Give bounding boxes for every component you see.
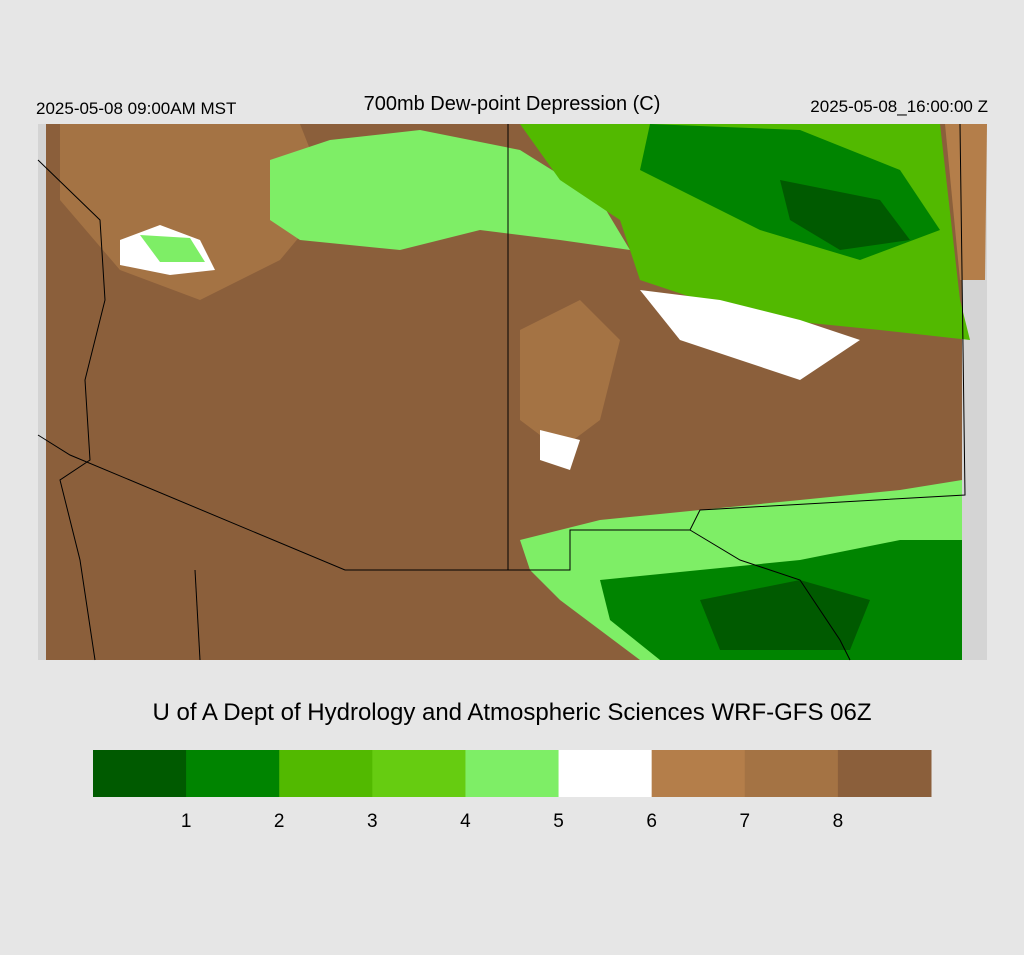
- color-swatch: [279, 750, 373, 797]
- field-region: [540, 430, 580, 470]
- color-swatch: [837, 750, 932, 797]
- field-region: [700, 580, 870, 650]
- field-region: [520, 300, 620, 450]
- field-region: [640, 290, 860, 380]
- colorbar-label: 2: [274, 811, 285, 832]
- colorbar: 1 2 3 4 5 6 7 8: [93, 750, 932, 832]
- valid-time-utc: 2025-05-08_16:00:00 Z: [810, 97, 988, 116]
- field-region: [780, 180, 910, 250]
- field-region: [140, 235, 205, 262]
- color-swatch: [186, 750, 280, 797]
- color-swatch: [93, 750, 187, 797]
- boundaries: [37, 123, 966, 661]
- map: [37, 123, 987, 661]
- color-swatch: [465, 750, 560, 797]
- colorbar-label: 1: [181, 811, 192, 832]
- map-title: 700mb Dew-point Depression (C): [364, 93, 661, 115]
- field-region: [945, 124, 987, 280]
- color-swatch: [372, 750, 466, 797]
- colorbar-label: 7: [739, 811, 750, 832]
- colorbar-label: 8: [833, 811, 844, 832]
- color-swatch: [651, 750, 746, 797]
- colorbar-label: 5: [553, 811, 564, 832]
- colorbar-label: 4: [460, 811, 471, 832]
- color-swatch: [558, 750, 653, 797]
- colorbar-label: 6: [646, 811, 657, 832]
- valid-time-local: 2025-05-08 09:00AM MST: [36, 99, 236, 118]
- credit: U of A Dept of Hydrology and Atmospheric…: [153, 699, 872, 726]
- colorbar-label: 3: [367, 811, 378, 832]
- field-region: [270, 130, 630, 250]
- color-swatch: [744, 750, 839, 797]
